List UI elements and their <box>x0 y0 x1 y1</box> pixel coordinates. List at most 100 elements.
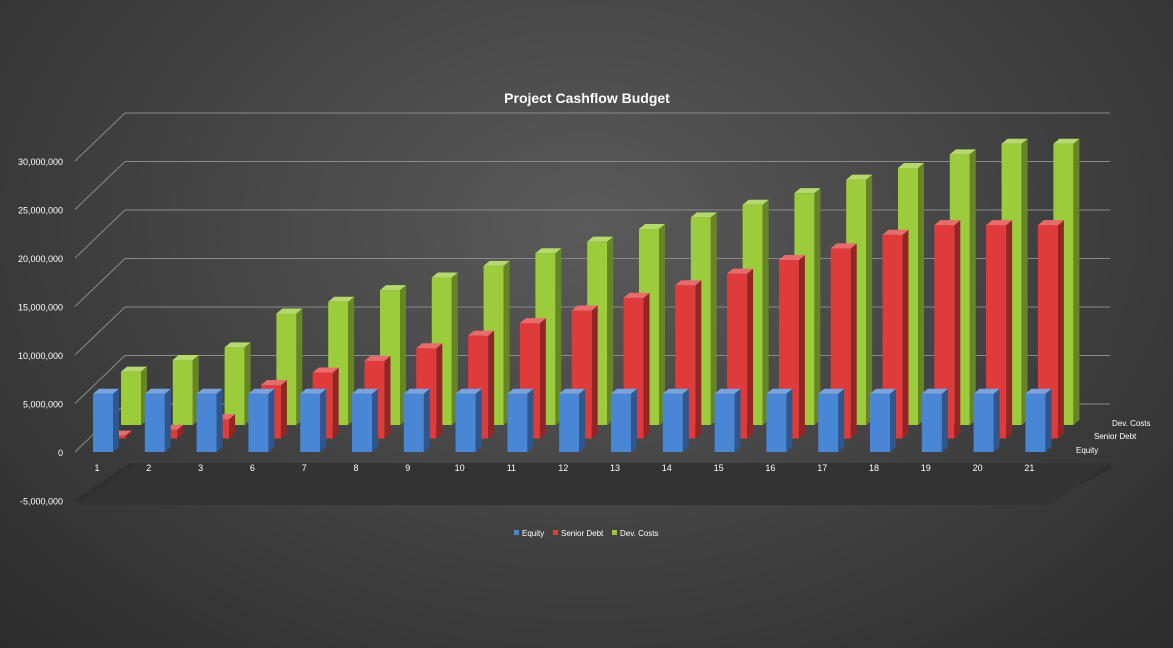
bar-side <box>555 248 562 425</box>
bar-side <box>918 162 924 425</box>
bar-side <box>488 330 495 439</box>
bar-side <box>1045 388 1052 452</box>
bar <box>403 388 430 452</box>
bar-side <box>1021 138 1028 425</box>
bar-side <box>177 424 184 439</box>
series-depth-label: Equity <box>1076 446 1098 455</box>
bar <box>172 355 199 425</box>
bar-top <box>172 355 199 361</box>
bar-front <box>818 393 839 452</box>
bar-top <box>352 388 378 394</box>
bar-top <box>921 388 948 394</box>
bar-side <box>216 388 223 452</box>
y-tick-label: 10,000,000 <box>18 351 63 361</box>
bar-top <box>519 318 546 324</box>
legend-item: Equity <box>514 529 544 538</box>
x-tick-label: 15 <box>714 463 724 473</box>
bar-side <box>734 388 741 452</box>
bar <box>1037 220 1064 439</box>
bar-side <box>866 174 873 425</box>
bar-side <box>659 224 665 425</box>
x-tick-label: 13 <box>610 463 620 473</box>
bar-front <box>403 393 424 452</box>
x-tick-label: 20 <box>973 463 983 473</box>
bar-front <box>973 393 994 452</box>
bar-top <box>986 220 1013 226</box>
x-tick-label: 1 <box>94 463 99 473</box>
bar-side <box>902 229 909 439</box>
x-tick-label: 19 <box>921 463 931 473</box>
bar-top <box>870 388 896 394</box>
legend-label: Senior Debt <box>561 529 604 538</box>
y-axis-tick-labels: -5,000,000 0 5,000,000 10,000,000 15,000,000… <box>18 157 63 507</box>
bar-front <box>882 234 903 439</box>
bar-front <box>144 393 165 452</box>
bar-side <box>268 388 275 452</box>
series-depth-label: Senior Debt <box>1094 432 1137 441</box>
bar <box>559 388 586 452</box>
series-equity <box>93 388 1052 452</box>
bar-side <box>591 305 598 439</box>
bar-side <box>423 388 430 452</box>
bar-side <box>320 388 327 452</box>
bar <box>611 388 637 452</box>
bar-top <box>727 268 754 274</box>
legend-swatch <box>553 530 558 535</box>
x-tick-label: 9 <box>405 463 410 473</box>
bar-front <box>611 393 631 452</box>
bar-top <box>483 260 510 266</box>
y-tick-label: 15,000,000 <box>18 303 63 313</box>
series-depth-label: Dev. Costs <box>1112 419 1151 428</box>
bar-side <box>229 414 236 439</box>
series-depth-labels: Equity Senior Debt Dev. Costs <box>1076 419 1151 455</box>
x-tick-label: 7 <box>302 463 307 473</box>
bar <box>248 388 275 452</box>
bar-side <box>503 260 510 425</box>
x-tick-label: 3 <box>198 463 203 473</box>
bar-side <box>607 236 614 425</box>
x-tick-label: 21 <box>1024 463 1034 473</box>
bar-side <box>1057 220 1064 439</box>
bar-side <box>372 388 378 452</box>
bar-side <box>954 220 961 439</box>
bar-top <box>846 174 873 180</box>
bar-side <box>762 199 769 425</box>
bar-front <box>921 393 942 452</box>
bar-side <box>384 355 391 439</box>
bar-top <box>312 367 339 373</box>
y-tick-label: 0 <box>58 448 63 458</box>
bar-top <box>571 305 598 311</box>
chart-floor <box>75 463 1112 505</box>
bar-top <box>380 285 406 291</box>
bar-front <box>559 393 580 452</box>
bar-front <box>1025 393 1046 452</box>
bar-top <box>818 388 845 394</box>
bars <box>93 138 1080 452</box>
bar-side <box>125 430 132 439</box>
bar-top <box>364 355 391 361</box>
bar-top <box>196 388 223 394</box>
bar <box>714 388 741 452</box>
chart-title: Project Cashflow Budget <box>504 90 670 106</box>
bar-top <box>1053 138 1080 144</box>
bar-side <box>436 343 443 439</box>
bar-front <box>121 371 141 425</box>
bar-top <box>794 188 821 194</box>
bar-top <box>535 248 562 254</box>
bar-top <box>403 388 430 394</box>
bar-top <box>882 229 909 235</box>
bar-side <box>798 255 805 439</box>
bar-top <box>559 388 586 394</box>
x-tick-label: 12 <box>558 463 568 473</box>
bar <box>121 366 147 425</box>
legend-swatch <box>612 530 617 535</box>
bar-top <box>1025 388 1052 394</box>
bar-front <box>766 393 787 452</box>
bar-top <box>639 224 665 230</box>
bar-front <box>714 393 735 452</box>
bar-top <box>623 292 650 298</box>
bar-top <box>431 272 458 278</box>
bar-side <box>527 388 534 452</box>
bar <box>662 388 689 452</box>
